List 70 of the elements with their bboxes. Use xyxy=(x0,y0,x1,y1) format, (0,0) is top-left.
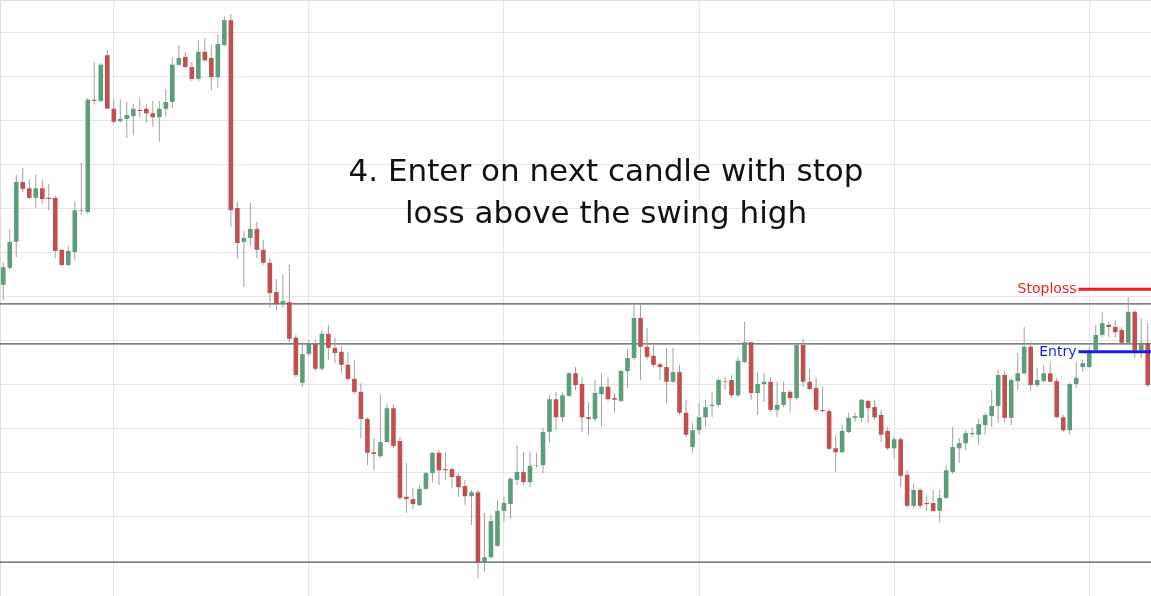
candlestick xyxy=(111,98,117,125)
candlestick xyxy=(924,495,929,512)
candlestick xyxy=(209,44,214,91)
candlestick xyxy=(1093,324,1099,353)
candlestick xyxy=(456,472,461,498)
candlestick xyxy=(573,366,578,391)
candlestick xyxy=(1015,352,1020,391)
candlestick xyxy=(430,451,435,483)
annotation: 4. Enter on next candle with stop loss above the swing high xyxy=(348,152,864,230)
candlestick xyxy=(91,61,97,106)
candlestick xyxy=(118,98,123,124)
candlestick xyxy=(651,344,656,368)
candlestick xyxy=(521,451,526,486)
ref-line-label: Entry xyxy=(1039,342,1077,359)
candlestick xyxy=(703,399,708,428)
candlestick xyxy=(872,399,877,421)
candlestick xyxy=(852,412,858,423)
candlestick xyxy=(722,376,728,391)
candlestick xyxy=(807,368,812,391)
candlestick xyxy=(742,321,747,364)
candlestick xyxy=(989,389,994,428)
candlestick xyxy=(26,178,32,200)
candlestick xyxy=(690,422,695,454)
candlestick xyxy=(131,103,136,136)
candlestick xyxy=(657,362,663,381)
candlestick xyxy=(482,512,487,573)
candlestick xyxy=(963,429,968,451)
candlestick xyxy=(820,386,825,414)
candlestick xyxy=(599,372,604,428)
candlestick xyxy=(781,381,786,408)
candlestick xyxy=(833,434,838,473)
candlestick xyxy=(670,347,676,384)
candlestick xyxy=(846,412,851,434)
candlestick xyxy=(1138,317,1144,359)
candlestick xyxy=(144,103,149,124)
candlestick xyxy=(33,174,39,209)
candlestick xyxy=(612,392,617,414)
candlestick xyxy=(176,44,182,67)
candlestick xyxy=(729,374,734,399)
candlestick xyxy=(280,274,286,309)
candlestick xyxy=(911,482,916,509)
candlestick xyxy=(976,418,981,446)
candlestick xyxy=(755,371,760,416)
candlestick xyxy=(469,489,474,526)
candlestick xyxy=(1099,312,1105,338)
candlestick xyxy=(78,162,84,216)
candlestick xyxy=(248,202,253,247)
candlestick xyxy=(404,462,409,514)
candlestick xyxy=(625,348,630,389)
candlestick xyxy=(443,451,448,481)
candlestick xyxy=(1073,361,1079,389)
candlestick xyxy=(859,398,864,423)
candlestick xyxy=(339,345,344,374)
candlestick xyxy=(326,324,331,361)
candlestick xyxy=(352,359,357,395)
candlestick xyxy=(157,100,162,143)
candlestick xyxy=(560,391,565,423)
candlestick xyxy=(274,278,279,311)
candlestick xyxy=(378,393,383,459)
candlestick xyxy=(664,347,669,404)
candlestick xyxy=(937,489,942,523)
candlestick xyxy=(20,167,26,193)
candlestick xyxy=(534,452,539,469)
candlestick xyxy=(885,426,890,451)
candlestick xyxy=(417,484,422,507)
ref-line-label: Stoploss xyxy=(1017,280,1077,297)
candlestick xyxy=(163,88,169,118)
candlestick xyxy=(371,437,377,471)
candlestick xyxy=(261,239,266,266)
candlestick xyxy=(586,401,591,436)
